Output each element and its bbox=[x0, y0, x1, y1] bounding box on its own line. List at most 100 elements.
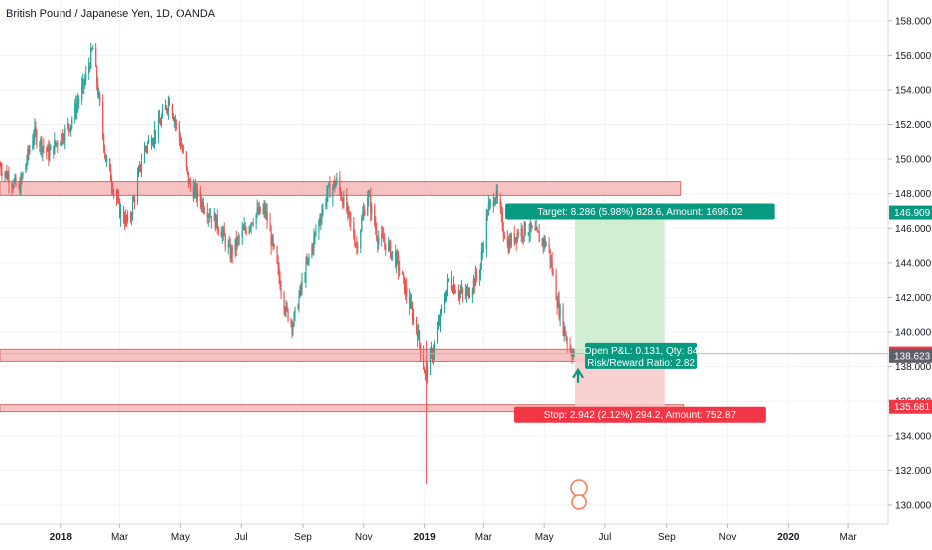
candle-body bbox=[119, 209, 122, 218]
candle-body bbox=[422, 354, 425, 369]
candle-body bbox=[112, 187, 114, 193]
candle-body bbox=[480, 252, 482, 265]
candle-body bbox=[99, 93, 101, 103]
candle-body bbox=[145, 147, 148, 149]
candle-body bbox=[362, 215, 364, 220]
candle-body bbox=[173, 119, 176, 121]
candle-body bbox=[236, 238, 238, 247]
candle-body bbox=[144, 147, 147, 148]
y-tick-label: 142.000 bbox=[895, 293, 932, 304]
candle-body bbox=[244, 226, 246, 230]
candle-body bbox=[538, 232, 540, 243]
candle-body bbox=[413, 317, 415, 321]
candle-body bbox=[535, 227, 537, 231]
candle-body bbox=[552, 271, 554, 273]
candle-body bbox=[83, 79, 85, 86]
candle-body bbox=[383, 236, 385, 242]
candle-body bbox=[132, 198, 135, 202]
candle-body bbox=[272, 236, 274, 245]
candle-body bbox=[221, 232, 223, 238]
candle-body bbox=[97, 84, 99, 96]
candle-body bbox=[61, 133, 63, 143]
candle-body bbox=[301, 280, 303, 289]
candle-body bbox=[263, 206, 265, 210]
candle-body bbox=[537, 230, 539, 233]
candle-body bbox=[378, 238, 380, 245]
grid bbox=[0, 0, 888, 524]
candle-body bbox=[423, 368, 426, 374]
stop-label: Stop: 2.942 (2.12%) 294.2, Amount: 752.8… bbox=[513, 406, 766, 423]
candle-body bbox=[503, 234, 505, 239]
y-tick-label: 138.000 bbox=[895, 362, 932, 373]
candle-body bbox=[69, 128, 71, 132]
candle-body bbox=[467, 288, 470, 298]
y-tick-label: 140.000 bbox=[895, 328, 932, 339]
candle-body bbox=[528, 232, 530, 234]
candle-body bbox=[286, 305, 288, 309]
candle-body bbox=[290, 320, 292, 322]
candle-body bbox=[116, 191, 118, 200]
candle-body bbox=[515, 237, 517, 242]
y-tick-label: 132.000 bbox=[895, 466, 932, 477]
candle-body bbox=[249, 227, 251, 228]
candle-body bbox=[273, 244, 275, 247]
candle-body bbox=[25, 164, 27, 173]
candle-body bbox=[304, 279, 306, 281]
candle-body bbox=[41, 139, 43, 152]
candle-body bbox=[562, 307, 564, 334]
candle-body bbox=[113, 191, 115, 193]
price-axis-bg bbox=[888, 0, 932, 550]
candle-body bbox=[11, 184, 13, 188]
candle-body bbox=[140, 162, 143, 170]
candle-body bbox=[374, 205, 376, 225]
candle-body bbox=[206, 212, 208, 218]
x-tick-label: May bbox=[535, 532, 554, 543]
candle-body bbox=[543, 238, 545, 245]
candle-body bbox=[326, 194, 328, 203]
candle-body bbox=[527, 233, 529, 235]
candle-body bbox=[412, 307, 414, 321]
candle-body bbox=[406, 286, 408, 297]
candle-body bbox=[411, 301, 413, 308]
candle-body bbox=[109, 159, 111, 168]
candle-body bbox=[418, 331, 421, 344]
candles bbox=[0, 42, 575, 485]
candle-body bbox=[522, 236, 524, 238]
stop-label-bg bbox=[513, 406, 766, 423]
candle-body bbox=[285, 305, 287, 313]
candle-body bbox=[130, 215, 133, 218]
candle-body bbox=[377, 238, 379, 245]
candle-body bbox=[193, 188, 195, 199]
candle-body bbox=[479, 264, 481, 277]
candle-body bbox=[55, 140, 57, 145]
candle-body bbox=[529, 222, 531, 233]
position-tool[interactable] bbox=[575, 212, 665, 407]
candle-body bbox=[84, 80, 86, 86]
target-label-bg bbox=[505, 203, 775, 220]
candle-body bbox=[444, 299, 447, 301]
candle-body bbox=[185, 151, 187, 168]
event-icon bbox=[571, 494, 587, 510]
candle-body bbox=[356, 244, 358, 246]
candle-body bbox=[277, 263, 279, 268]
candle-body bbox=[137, 169, 140, 177]
candle-body bbox=[102, 102, 104, 135]
candle-body bbox=[446, 279, 449, 290]
candle-body bbox=[95, 47, 97, 67]
candle-body bbox=[157, 118, 160, 137]
candle-body bbox=[139, 164, 142, 170]
candle-body bbox=[172, 115, 175, 121]
candle-body bbox=[321, 212, 323, 221]
candle-body bbox=[266, 211, 268, 223]
candle-body bbox=[8, 175, 10, 185]
candle-body bbox=[507, 243, 509, 252]
candle-body bbox=[424, 372, 427, 374]
candle-body bbox=[49, 150, 51, 160]
candle-body bbox=[15, 177, 17, 186]
x-tick-label: May bbox=[171, 532, 190, 543]
candle-body bbox=[189, 181, 191, 187]
candle-body bbox=[514, 237, 516, 243]
candle-body bbox=[475, 271, 477, 278]
